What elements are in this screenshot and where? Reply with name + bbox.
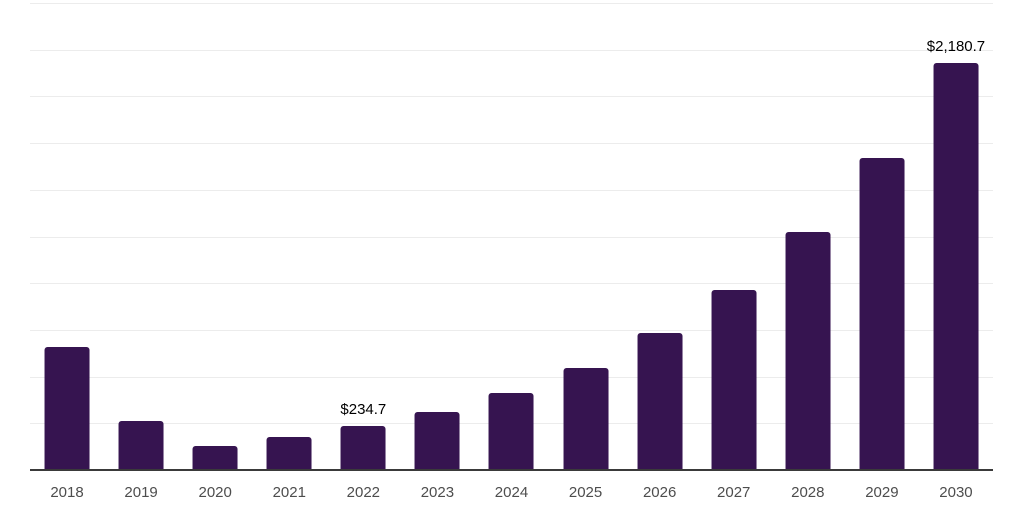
- gridline: [30, 143, 993, 145]
- bar-slot-2018: [30, 3, 104, 470]
- gridline: [30, 3, 993, 4]
- bar-2029: [859, 157, 905, 470]
- gridline: [30, 283, 993, 285]
- x-tick-label-2018: 2018: [50, 484, 84, 501]
- bar-slot-2021: [252, 3, 326, 470]
- bar-2022: [340, 426, 386, 470]
- bar-slot-2029: [845, 3, 919, 470]
- x-tick-label-2026: 2026: [642, 484, 677, 501]
- bar-slot-2026: [623, 3, 697, 470]
- x-tick-label-2020: 2020: [198, 484, 232, 501]
- x-tick-label-2027: 2027: [717, 484, 751, 501]
- plot-area: $234.7 $2,180.7: [30, 3, 993, 470]
- bar-2018: [44, 347, 90, 470]
- gridline: [30, 376, 993, 378]
- gridline: [30, 329, 993, 331]
- bar-2025: [563, 367, 609, 470]
- bar-slot-2027: [697, 3, 771, 470]
- x-tick-label-2019: 2019: [124, 484, 158, 501]
- bar-slot-2022: $234.7: [326, 3, 400, 470]
- x-tick-label-2030: 2030: [939, 484, 973, 501]
- bar-2030: [933, 62, 979, 470]
- bar-slot-2024: [474, 3, 548, 470]
- bar-2028: [785, 232, 831, 470]
- x-tick-label-2022: 2022: [346, 484, 381, 501]
- bar-slot-2019: [104, 3, 178, 470]
- x-axis-labels: 2018 2019 2020 2021 2022 2023 2024 2025 2026 2027…: [30, 484, 993, 506]
- bar-slot-2030: $2,180.7: [919, 3, 993, 470]
- x-tick-label-2021: 2021: [272, 484, 306, 501]
- data-label-2030: $2,180.7: [926, 37, 986, 55]
- x-tick-label-2024: 2024: [494, 484, 529, 501]
- x-tick-label-2023: 2023: [420, 484, 455, 501]
- bar-2021: [266, 436, 312, 470]
- x-tick-label-2029: 2029: [865, 484, 899, 501]
- data-label-2022: $234.7: [340, 401, 387, 419]
- x-tick-label-2028: 2028: [791, 484, 825, 501]
- bar-slot-2028: [771, 3, 845, 470]
- bar-2020: [192, 445, 238, 470]
- gridline: [30, 189, 993, 191]
- gridline: [30, 236, 993, 238]
- bar-2027: [711, 289, 757, 470]
- x-tick-label-2025: 2025: [568, 484, 603, 501]
- bar-slot-2020: [178, 3, 252, 470]
- gridline: [30, 96, 993, 98]
- x-axis-line: [30, 469, 993, 471]
- bar-2023: [414, 411, 460, 470]
- bar-2026: [637, 333, 683, 470]
- bar-slot-2023: [400, 3, 474, 470]
- bar-slot-2025: [549, 3, 623, 470]
- bar-2019: [118, 420, 164, 470]
- bar-2024: [489, 393, 534, 470]
- gridline: [30, 49, 993, 51]
